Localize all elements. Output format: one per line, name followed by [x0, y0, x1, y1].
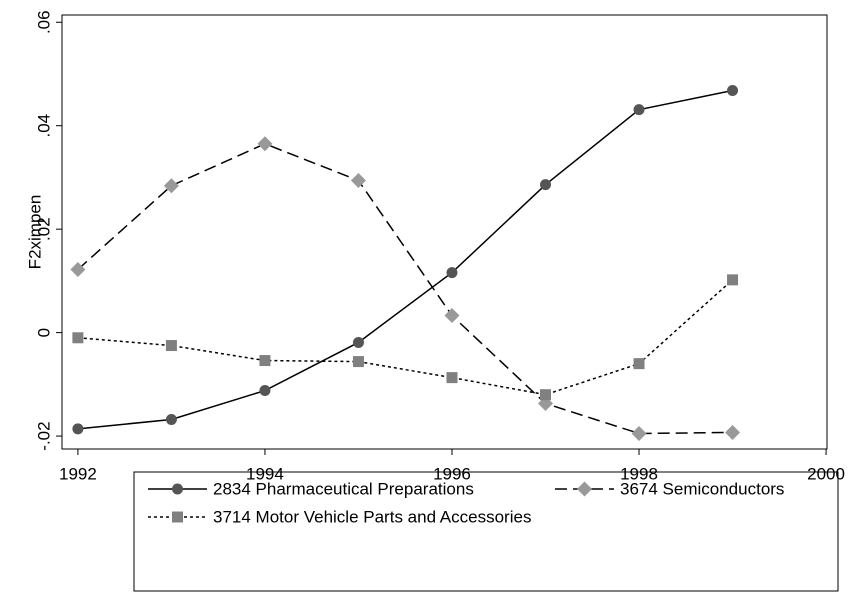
marker	[72, 423, 84, 435]
marker	[631, 425, 647, 441]
marker	[540, 389, 552, 401]
x-tick-label: 1998	[620, 464, 658, 483]
x-tick-label: 1994	[246, 464, 284, 483]
legend-label: 3674 Semiconductors	[620, 479, 784, 498]
marker	[633, 358, 645, 370]
marker	[446, 267, 458, 279]
y-tick-label: .02	[34, 217, 53, 241]
marker	[727, 85, 739, 97]
legend-label: 3714 Motor Vehicle Parts and Accessories	[213, 507, 531, 526]
marker	[540, 179, 552, 191]
marker	[259, 355, 271, 367]
legend-label: 2834 Pharmaceutical Preparations	[213, 479, 474, 498]
y-tick-label: 0	[34, 328, 53, 337]
series-line	[77, 142, 733, 435]
marker	[72, 332, 84, 344]
marker	[633, 104, 645, 116]
marker	[165, 340, 177, 352]
x-tick-label: 1992	[59, 464, 97, 483]
marker	[446, 372, 458, 384]
marker	[727, 274, 739, 286]
legend-box	[133, 471, 839, 592]
marker	[352, 336, 364, 348]
marker	[259, 385, 271, 397]
legend-marker	[172, 483, 183, 495]
y-tick-label: -.02	[34, 421, 53, 450]
marker	[350, 173, 366, 189]
x-tick-label: 1996	[433, 464, 471, 483]
marker	[70, 262, 86, 278]
marker	[444, 308, 460, 324]
y-axis-label: F2ximpen	[25, 195, 44, 270]
legend-marker	[172, 511, 183, 523]
y-tick-label: .06	[34, 10, 53, 34]
marker	[165, 414, 177, 426]
legend-marker	[577, 481, 592, 497]
series-line	[77, 89, 733, 430]
y-tick-label: .04	[34, 114, 53, 138]
marker	[163, 178, 179, 194]
plot-frame	[61, 14, 828, 450]
x-tick-label: 2000	[807, 464, 845, 483]
series-line	[77, 279, 734, 396]
marker	[257, 136, 273, 152]
marker	[352, 356, 364, 368]
marker	[725, 424, 741, 440]
